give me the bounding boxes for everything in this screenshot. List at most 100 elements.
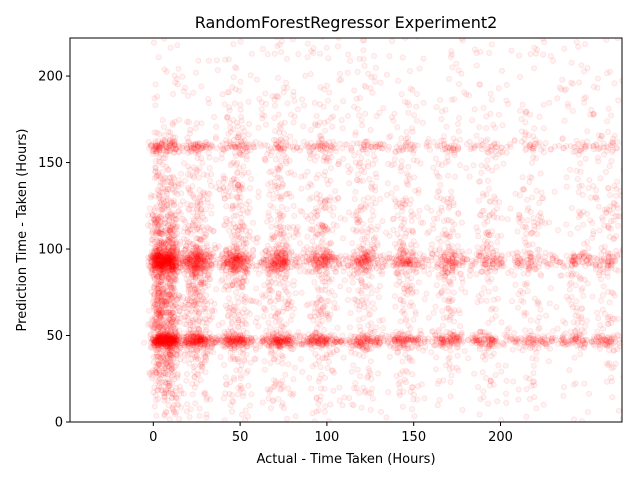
data-point bbox=[268, 313, 275, 320]
data-point bbox=[195, 174, 202, 181]
data-point bbox=[168, 300, 175, 307]
data-point bbox=[155, 273, 162, 280]
data-point bbox=[291, 139, 298, 146]
data-point bbox=[152, 222, 159, 229]
data-point bbox=[161, 244, 168, 251]
data-point bbox=[161, 203, 168, 210]
data-point bbox=[153, 296, 160, 303]
data-point bbox=[366, 175, 373, 182]
data-point bbox=[176, 241, 183, 248]
data-point bbox=[150, 303, 157, 310]
data-point bbox=[162, 261, 169, 268]
data-point bbox=[153, 412, 160, 419]
data-point bbox=[160, 390, 167, 397]
data-point bbox=[145, 212, 152, 219]
data-point bbox=[352, 188, 359, 195]
data-point bbox=[160, 155, 167, 162]
data-point bbox=[153, 232, 160, 239]
data-point bbox=[272, 269, 279, 276]
data-point bbox=[159, 328, 166, 335]
data-point bbox=[359, 283, 366, 290]
data-point bbox=[156, 229, 163, 236]
data-point bbox=[184, 370, 191, 377]
data-point bbox=[156, 380, 163, 387]
data-point bbox=[149, 326, 156, 333]
data-point bbox=[150, 271, 157, 278]
data-point bbox=[185, 278, 192, 285]
data-point bbox=[353, 217, 360, 224]
data-point bbox=[237, 78, 244, 85]
data-point bbox=[160, 254, 167, 261]
data-point bbox=[384, 180, 391, 187]
data-point bbox=[159, 271, 166, 278]
data-point bbox=[202, 308, 209, 315]
data-point bbox=[153, 230, 160, 237]
data-point bbox=[161, 341, 168, 348]
data-point bbox=[161, 390, 168, 397]
data-point bbox=[292, 413, 299, 420]
data-point bbox=[152, 321, 159, 328]
data-point bbox=[191, 217, 198, 224]
data-point bbox=[157, 260, 164, 267]
data-point bbox=[149, 335, 156, 342]
data-point bbox=[192, 356, 199, 363]
data-point bbox=[155, 308, 162, 315]
data-point bbox=[329, 123, 336, 130]
data-point bbox=[268, 278, 275, 285]
data-point bbox=[148, 236, 155, 243]
data-point bbox=[171, 189, 178, 196]
data-point bbox=[152, 262, 159, 269]
data-point bbox=[160, 286, 167, 293]
data-point bbox=[273, 242, 280, 249]
data-point bbox=[157, 293, 164, 300]
data-point bbox=[162, 338, 169, 345]
data-point bbox=[230, 117, 237, 124]
data-point bbox=[366, 272, 373, 279]
data-point bbox=[186, 360, 193, 367]
data-point bbox=[196, 293, 203, 300]
data-point bbox=[146, 264, 153, 271]
data-point bbox=[157, 355, 164, 362]
data-point bbox=[162, 298, 169, 305]
data-point bbox=[160, 340, 167, 347]
data-point bbox=[193, 120, 200, 127]
data-point bbox=[152, 141, 159, 148]
data-point bbox=[233, 134, 240, 141]
data-point bbox=[156, 254, 163, 261]
data-point bbox=[152, 254, 159, 261]
data-point bbox=[158, 206, 165, 213]
data-point bbox=[159, 274, 166, 281]
data-point bbox=[313, 113, 320, 120]
data-point bbox=[153, 261, 160, 268]
data-point bbox=[291, 171, 298, 178]
data-point bbox=[285, 361, 292, 368]
data-point bbox=[169, 372, 176, 379]
data-point bbox=[156, 257, 163, 264]
data-point bbox=[156, 246, 163, 253]
data-point bbox=[239, 171, 246, 178]
data-point bbox=[275, 308, 282, 315]
data-point bbox=[151, 267, 158, 274]
data-point bbox=[162, 347, 169, 354]
data-point bbox=[155, 286, 162, 293]
data-point bbox=[369, 89, 376, 96]
data-point bbox=[202, 206, 209, 213]
data-point bbox=[155, 372, 162, 379]
data-point bbox=[357, 327, 364, 334]
data-point bbox=[151, 320, 158, 327]
data-point bbox=[148, 253, 155, 260]
data-point bbox=[157, 263, 164, 270]
data-point bbox=[163, 163, 170, 170]
data-point bbox=[163, 260, 170, 267]
data-point bbox=[392, 303, 399, 310]
data-point bbox=[264, 181, 271, 188]
data-point bbox=[149, 262, 156, 269]
data-point bbox=[158, 262, 165, 269]
data-point bbox=[157, 260, 164, 267]
data-point bbox=[272, 318, 279, 325]
data-point bbox=[150, 249, 157, 256]
data-point bbox=[162, 220, 169, 227]
data-point bbox=[151, 208, 158, 215]
data-point bbox=[155, 361, 162, 368]
data-point bbox=[160, 257, 167, 264]
